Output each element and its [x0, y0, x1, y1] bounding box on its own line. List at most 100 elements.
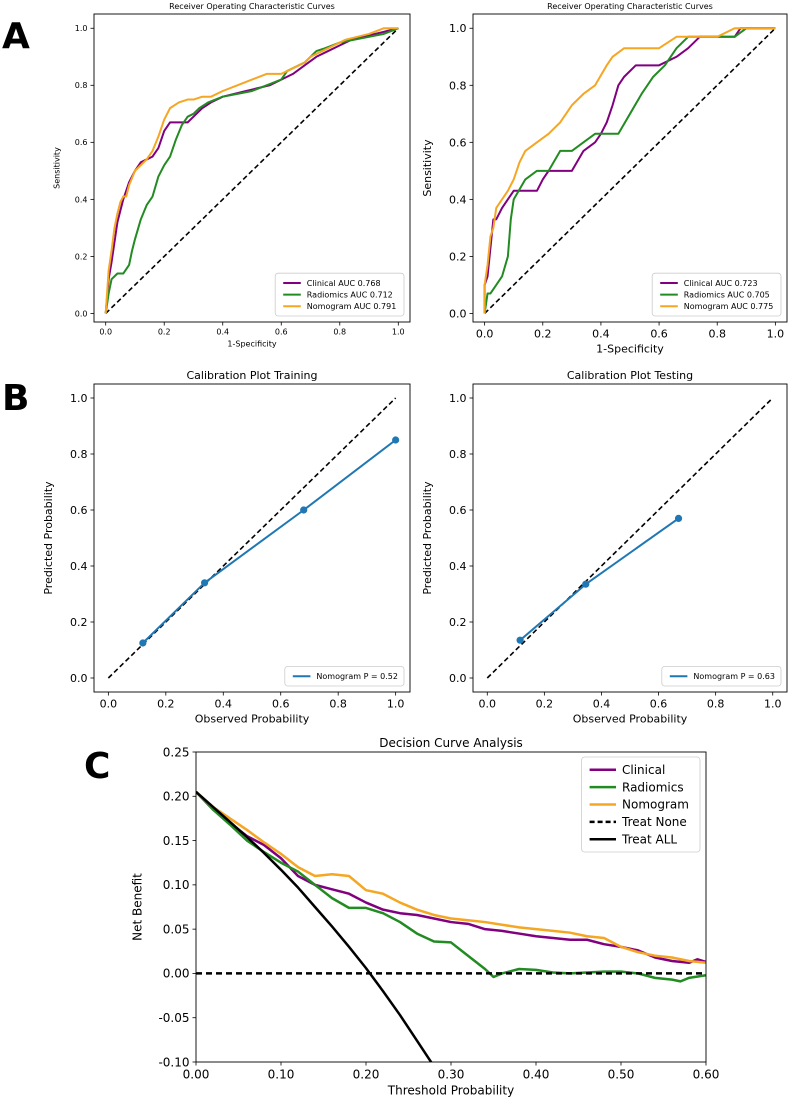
plot-area: [483, 27, 776, 315]
y-axis-label: Predicted Probability: [421, 481, 434, 595]
chart-title: Calibration Plot Testing: [567, 369, 693, 382]
y-tick-label: 0.2: [449, 616, 467, 629]
roc-testing-chart: Receiver Operating Characteristic Curves…: [421, 2, 788, 356]
axes-frame: [472, 13, 788, 323]
x-tick-label: 0.0: [479, 698, 497, 711]
plot-area: [196, 790, 706, 1062]
x-tick-label: 0.2: [536, 698, 554, 711]
y-tick-label: 0.6: [75, 138, 88, 147]
x-tick-label: 0.50: [608, 1068, 635, 1082]
y-tick-label: 0.20: [163, 790, 190, 804]
legend: Clinical AUC 0.723 Radiomics AUC 0.705 Nom…: [651, 272, 782, 317]
y-tick-label: 0.8: [449, 79, 467, 92]
data-point: [582, 580, 590, 588]
x-tick-label: 0.2: [157, 698, 175, 711]
y-axis-label: Net Benefit: [131, 873, 145, 941]
reference-diagonal-line: [484, 27, 776, 315]
legend-label: Nomogram: [622, 798, 689, 812]
axes-frame: [93, 383, 411, 693]
y-tick-label: 1.0: [449, 392, 467, 405]
chart-title: Decision Curve Analysis: [379, 736, 523, 750]
axes-frame: [472, 383, 788, 693]
plot-area: [486, 397, 774, 679]
legend-box: [581, 756, 701, 853]
panel-letter-b: B: [2, 378, 29, 419]
x-tick-label: 1.0: [767, 328, 785, 341]
legend: Nomogram P = 0.52: [284, 666, 405, 687]
x-axis-label: Observed Probability: [195, 713, 310, 726]
axes-frame: [195, 751, 707, 1063]
x-axis-label: 1-Specificity: [596, 343, 664, 356]
legend-label: Clinical AUC 0.768: [307, 279, 381, 288]
y-tick-label: 1.0: [75, 24, 88, 33]
y-tick-label: 1.0: [449, 22, 467, 35]
data-point: [674, 514, 683, 523]
x-axis-label: Observed Probability: [573, 713, 688, 726]
x-tick-label: 0.6: [650, 328, 668, 341]
series-line-nomogram: [483, 27, 776, 314]
series-line-nomogram: [519, 517, 680, 641]
y-tick-label: 0.15: [163, 834, 190, 848]
y-tick-label: 0.0: [449, 307, 467, 320]
x-tick-label: 0.4: [215, 698, 233, 711]
y-tick-label: 0.6: [449, 504, 467, 517]
y-tick-label: -0.05: [158, 1011, 189, 1025]
x-tick-label: 0.30: [438, 1068, 465, 1082]
y-tick-label: 0.0: [449, 672, 467, 685]
legend-label: Clinical AUC 0.723: [684, 279, 758, 288]
x-tick-label: 0.4: [216, 328, 229, 337]
y-tick-label: 1.0: [70, 392, 88, 405]
legend-label: Radiomics: [622, 780, 684, 794]
chart-title: Receiver Operating Characteristic Curves: [169, 2, 335, 11]
y-tick-label: 0.4: [449, 560, 467, 573]
legend-label: Nomogram AUC 0.775: [684, 302, 774, 311]
y-tick-label: 0.10: [163, 878, 190, 892]
calibration-testing-chart: Calibration Plot Testing 0.0 0.2 0.4 0.6 0.8 1…: [421, 369, 788, 726]
x-tick-label: 1.0: [387, 698, 405, 711]
y-tick-label: 0.05: [163, 922, 190, 936]
x-tick-label: 0.2: [158, 328, 171, 337]
y-tick-label: 0.8: [70, 448, 88, 461]
reference-diagonal-line: [486, 397, 774, 679]
x-tick-label: 0.8: [333, 328, 346, 337]
y-tick-label: 0.0: [70, 672, 88, 685]
chart-title: Receiver Operating Characteristic Curves: [547, 2, 713, 11]
y-tick-label: 0.6: [70, 504, 88, 517]
x-tick-label: 0.40: [523, 1068, 550, 1082]
y-tick-label: 0.8: [449, 448, 467, 461]
decision-curve-chart: Decision Curve Analysis 0.00 0.10 0.20 0.30 0…: [131, 736, 720, 1098]
series-line-clinical: [483, 27, 776, 314]
data-point: [201, 579, 209, 587]
y-tick-label: 0.0: [75, 309, 88, 318]
x-tick-label: 0.20: [353, 1068, 380, 1082]
series-line-radiomics: [196, 790, 706, 983]
y-tick-label: 0.6: [449, 136, 467, 149]
y-tick-label: 0.4: [449, 193, 467, 206]
panel-letter-c: C: [84, 746, 110, 787]
reference-diagonal-line: [105, 27, 399, 315]
x-tick-label: 0.6: [272, 698, 290, 711]
legend-label: Nomogram AUC 0.791: [307, 302, 397, 311]
legend-box: [284, 666, 405, 687]
series-line-nomogram: [104, 27, 399, 314]
series-line-treat: [196, 790, 433, 1062]
panel-letter-a: A: [2, 16, 30, 57]
x-tick-label: 1.0: [764, 698, 782, 711]
legend-label: Treat ALL: [621, 833, 677, 847]
plot-area: [104, 27, 399, 315]
x-tick-label: 0.8: [708, 328, 726, 341]
x-tick-label: 0.0: [100, 698, 118, 711]
x-tick-label: 1.0: [392, 328, 405, 337]
x-tick-label: 0.6: [275, 328, 288, 337]
legend: Nomogram P = 0.63: [661, 666, 782, 687]
roc-training-chart: Receiver Operating Characteristic Curves…: [53, 2, 411, 349]
x-tick-label: 0.4: [592, 328, 610, 341]
y-axis-label: Predicted Probability: [42, 481, 55, 595]
x-tick-label: 0.0: [476, 328, 494, 341]
legend-box: [661, 666, 782, 687]
series-line-clinical: [196, 790, 706, 965]
data-point: [516, 636, 524, 644]
series-line-nomogram: [196, 790, 706, 965]
series-line-clinical: [104, 27, 399, 314]
x-tick-label: 0.6: [650, 698, 668, 711]
